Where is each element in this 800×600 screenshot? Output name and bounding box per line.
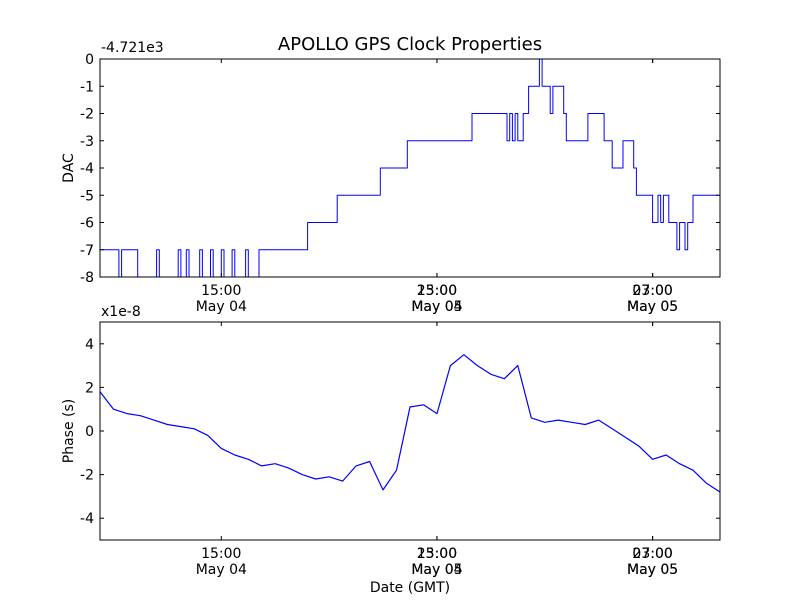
dac-y-ticks: 0 -1 -2 -3 -4 -5 -6 -7 -8 (80, 52, 720, 286)
phase-y-ticks: 4 2 0 -2 -4 (80, 337, 720, 527)
phase-y-tick-label: 2 (85, 380, 94, 396)
dac-y-axis-label: DAC (61, 153, 77, 183)
dac-x-tick-time-label: 07:00 (632, 283, 672, 299)
phase-x-tick-time-label: 07:00 (632, 546, 672, 562)
phase-x-tick-date-label: May 05 (411, 562, 462, 578)
dac-y-tick-label: 0 (85, 52, 94, 68)
phase-y-axis-label: Phase (s) (61, 399, 77, 463)
phase-x-tick-time-label: 23:00 (632, 546, 672, 562)
dac-y-tick-label: -3 (80, 134, 94, 150)
phase-y-tick-label: 0 (85, 424, 94, 440)
dac-y-tick-label: -5 (80, 188, 94, 204)
phase-x-tick-time-label: 15:00 (417, 546, 457, 562)
phase-x-tick-date-label: May 04 (411, 562, 462, 578)
dac-x-tick-time-label: 23:00 (632, 283, 672, 299)
dac-x-tick-time-label: 15:00 (201, 283, 241, 299)
phase-y-tick-label: 4 (85, 337, 94, 353)
dac-x-tick-time-label: 15:00 (417, 283, 457, 299)
phase-y-tick-label: -2 (80, 468, 94, 484)
dac-offset-label: -4.721e3 (101, 40, 164, 56)
phase-x-tick-date-label: May 05 (627, 562, 678, 578)
phase-offset-label: x1e-8 (101, 304, 141, 320)
chart-title: APOLLO GPS Clock Properties (278, 34, 542, 55)
phase-x-tick-time-label: 15:00 (201, 546, 241, 562)
phase-plot-area (99, 354, 721, 493)
dac-y-tick-label: -4 (80, 161, 94, 177)
x-axis-label: Date (GMT) (370, 580, 450, 596)
phase-x-tick-time-label: 23:00 (417, 546, 457, 562)
dac-y-tick-label: -1 (80, 79, 94, 95)
dac-y-tick-label: -6 (80, 216, 94, 232)
dac-y-tick-label: -7 (80, 243, 94, 259)
dac-x-tick-date-label: May 05 (411, 299, 462, 315)
dac-x-tick-date-label: May 04 (411, 299, 462, 315)
dac-x-tick-time-label: 23:00 (417, 283, 457, 299)
phase-x-tick-date-label: May 05 (627, 562, 678, 578)
phase-x-tick-date-label: May 04 (196, 562, 247, 578)
dac-y-tick-label: -2 (80, 107, 94, 123)
phase-series-line-0 (99, 354, 721, 493)
dac-x-tick-date-label: May 05 (627, 299, 678, 315)
phase-y-tick-label: -4 (80, 511, 94, 527)
dac-x-tick-date-label: May 04 (196, 299, 247, 315)
dac-x-tick-date-label: May 05 (627, 299, 678, 315)
dac-y-tick-label: -8 (80, 270, 94, 286)
